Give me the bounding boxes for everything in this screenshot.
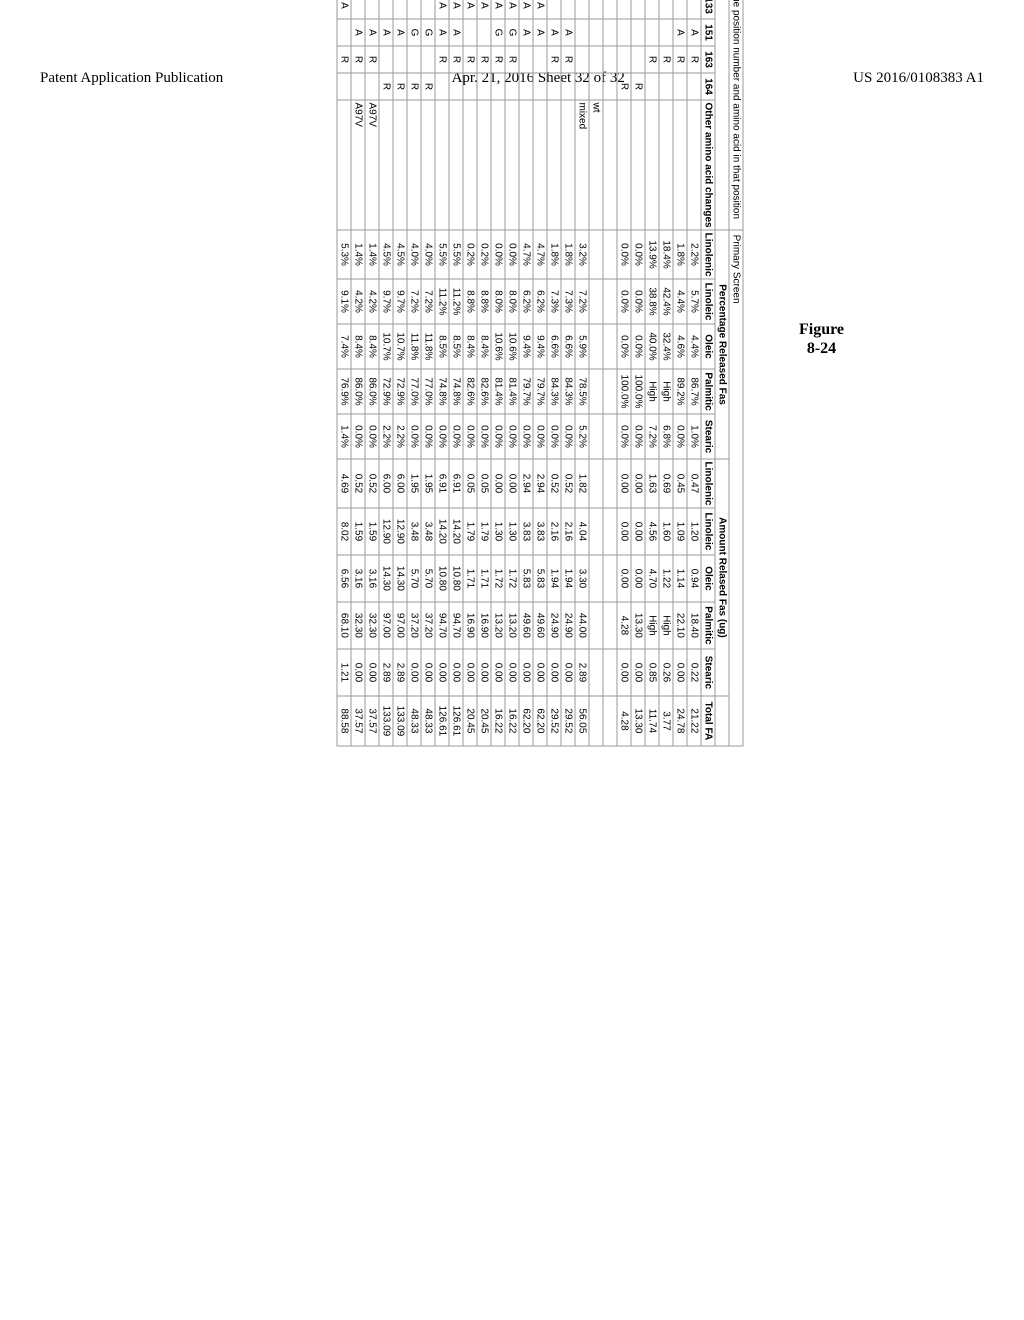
pct-col-linoleic: Linoleic <box>701 279 715 324</box>
total-col: Total FA <box>701 696 715 746</box>
table-row: KQAGR0.0%8.0%10.6%81.4%0.0%0.001.301.721… <box>505 0 519 746</box>
section-amino: Amino Acid - residue position number and… <box>729 0 743 230</box>
table-row: EAAR5.5%11.2%8.5%74.8%0.0%6.9114.2010.80… <box>449 0 463 746</box>
header-left: Patent Application Publication <box>40 70 223 87</box>
amt-col-oleic: Oleic <box>701 555 715 602</box>
table-row: KAR0.2%8.8%8.4%82.6%0.0%0.051.791.7116.9… <box>463 0 477 746</box>
table-row: KQAGR0.0%8.0%10.6%81.4%0.0%0.001.301.721… <box>491 0 505 746</box>
section-amt: Amount Relased Fas (ug) <box>715 459 729 696</box>
table-row: EAR4.5%9.7%10.7%72.9%2.2%6.0012.9014.309… <box>379 0 393 746</box>
table-row: wt <box>589 0 603 746</box>
table-row: QARA97V1.4%4.2%8.4%86.0%0.0%0.521.593.16… <box>351 0 365 746</box>
table-row: KQAA4.7%6.2%9.4%79.7%0.0%2.943.835.8349.… <box>533 0 547 746</box>
section-pct: Percentage Released Fas <box>715 230 729 459</box>
pct-col-linolenic: Linolenic <box>701 230 715 279</box>
pct-col-stearic: Stearic <box>701 414 715 459</box>
table-row: AAR1.8%4.4%4.6%89.2%0.0%0.451.091.1422.1… <box>673 0 687 746</box>
pct-col-palmitic: Palmitic <box>701 369 715 414</box>
header-right: US 2016/0108383 A1 <box>853 70 984 87</box>
table-row: AR18.4%42.4%32.4%High6.8%0.691.601.22Hig… <box>659 0 673 746</box>
table-row: AAR2.2%5.7%4.4%86.7%1.0%0.471.200.9418.4… <box>687 0 701 746</box>
table-row: EAAR5.5%11.2%8.5%74.8%0.0%6.9114.2010.80… <box>435 0 449 746</box>
table-row: KQAA4.7%6.2%9.4%79.7%0.0%2.943.835.8349.… <box>519 0 533 746</box>
table-row <box>603 0 617 746</box>
aa-col-133: 133 <box>701 0 715 19</box>
aa-col-151: 151 <box>701 19 715 46</box>
table-row: AR0.0%0.0%0.0%100.0%0.0%0.000.000.0013.3… <box>631 0 645 746</box>
amt-col-linoleic: Linoleic <box>701 508 715 555</box>
table-row: EGR4.0%7.2%11.8%77.0%0.0%1.953.485.7037.… <box>421 0 435 746</box>
figure-label: Figure 8-24 <box>799 320 844 358</box>
amt-col-palmitic: Palmitic <box>701 602 715 649</box>
table-row: KTAR1.8%7.3%6.6%84.3%0.0%0.522.161.9424.… <box>547 0 561 746</box>
pct-col-oleic: Oleic <box>701 324 715 369</box>
data-table: Amino Acid - residue position number and… <box>337 0 744 746</box>
table-row: KAR0.2%8.8%8.4%82.6%0.0%0.051.791.7116.9… <box>477 0 491 746</box>
table-row: AR0.0%0.0%0.0%100.0%0.0%0.000.000.004.28… <box>617 0 631 746</box>
table-row: KTAR1.8%7.3%6.6%84.3%0.0%0.522.161.9424.… <box>561 0 575 746</box>
other-col: Other amino acid changes <box>701 100 715 230</box>
amt-col-linolenic: Linolenic <box>701 459 715 508</box>
aa-col-163: 163 <box>701 46 715 73</box>
table-row: AR5.3%9.1%7.4%76.9%1.4%4.698.026.5668.10… <box>337 0 351 746</box>
table-row: EGR4.0%7.2%11.8%77.0%0.0%1.953.485.7037.… <box>407 0 421 746</box>
table-row: QARA97V1.4%4.2%8.4%86.0%0.0%0.521.593.16… <box>365 0 379 746</box>
section-primary: Primary Screen <box>729 230 743 746</box>
table-row: AR13.9%38.8%40.0%High7.2%1.634.564.70Hig… <box>645 0 659 746</box>
table-row: mixed3.2%7.2%5.9%78.5%5.2%1.824.043.3044… <box>575 0 589 746</box>
table-row: EAR4.5%9.7%10.7%72.9%2.2%6.0012.9014.309… <box>393 0 407 746</box>
amt-col-stearic: Stearic <box>701 649 715 696</box>
aa-col-164: 164 <box>701 73 715 100</box>
